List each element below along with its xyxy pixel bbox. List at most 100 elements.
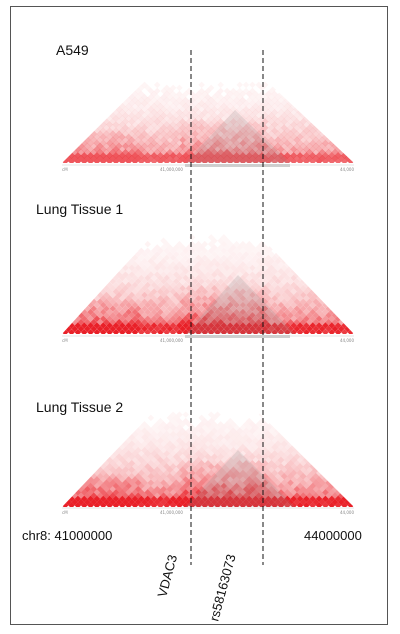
contact-cell (169, 301, 177, 309)
contact-cell (277, 482, 285, 490)
contact-cell (169, 417, 177, 425)
contact-cell (277, 450, 285, 457)
contact-cell (242, 305, 250, 312)
contact-cell (230, 434, 237, 441)
contact-cell (217, 81, 224, 89)
contact-cell (309, 476, 316, 483)
contact-cell (195, 430, 202, 438)
contact-cell (122, 118, 129, 125)
contact-cell (217, 498, 224, 506)
contact-cell (176, 261, 183, 268)
contact-cell (239, 247, 247, 255)
contact-cell (150, 430, 158, 438)
contact-cell (220, 109, 228, 116)
contact-cell (274, 106, 282, 113)
contact-cell (217, 271, 224, 278)
contact-cell (306, 136, 313, 144)
contact-cell (131, 450, 139, 457)
contact-cell (103, 325, 110, 333)
contact-cell (217, 305, 224, 312)
contact-cell (226, 274, 234, 282)
contact-cell (211, 453, 218, 461)
contact-cell (125, 139, 132, 147)
contact-cell (144, 133, 151, 141)
contact-cell (274, 124, 282, 131)
contact-cell (315, 315, 323, 322)
contact-cell (220, 456, 228, 464)
contact-cell (255, 118, 263, 125)
contact-cell (87, 139, 94, 147)
contact-cell (246, 456, 253, 464)
contact-cell (144, 502, 151, 507)
contact-cell (242, 278, 250, 285)
contact-cell (246, 96, 253, 104)
contact-cell (236, 312, 243, 319)
contact-cell (173, 472, 180, 480)
contact-cell (147, 142, 155, 150)
contact-cell (214, 127, 221, 135)
contact-cell (265, 456, 272, 464)
contact-cell (160, 298, 167, 306)
contact-cell (252, 322, 259, 329)
contact-cell (303, 482, 310, 490)
contact-cell (207, 133, 215, 141)
contact-cell (157, 103, 164, 110)
contact-cell (207, 268, 215, 275)
contact-cell (223, 136, 231, 144)
contact-cell (93, 133, 101, 141)
contact-cell (255, 427, 263, 435)
contact-cell (131, 308, 139, 316)
contact-cell (287, 472, 294, 480)
domain-bar (185, 164, 290, 167)
contact-cell (195, 288, 202, 295)
contact-cell (223, 466, 231, 473)
contact-cell (207, 281, 215, 289)
contact-cell (182, 417, 190, 425)
contact-cell (144, 127, 151, 135)
contact-cell (198, 257, 205, 265)
contact-cell (160, 421, 167, 428)
contact-cell (112, 295, 120, 302)
contact-cell (214, 443, 221, 451)
contact-cell (150, 127, 158, 135)
contact-cell (160, 106, 167, 113)
contact-cell (109, 325, 117, 333)
contact-cell (144, 424, 151, 431)
contact-cell (138, 329, 145, 334)
contact-cell (319, 149, 326, 156)
contact-cell (182, 469, 190, 477)
contact-cell (226, 145, 234, 153)
contact-cell (233, 322, 240, 329)
contact-cell (230, 99, 237, 107)
contact-cell (255, 81, 263, 89)
contact-cell (141, 298, 148, 306)
contact-cell (122, 291, 129, 299)
contact-cell (315, 308, 323, 316)
contact-cell (128, 472, 136, 480)
contact-cell (192, 112, 199, 119)
contact-cell (322, 139, 329, 147)
contact-cell (280, 271, 288, 278)
contact-cell (131, 502, 139, 507)
contact-cell (214, 463, 221, 470)
contact-cell (246, 417, 253, 425)
contact-cell (179, 318, 186, 326)
contact-cell (236, 271, 243, 278)
contact-cell (112, 127, 120, 135)
contact-cell (293, 472, 301, 480)
contact-cell (233, 103, 240, 110)
contact-cell (277, 127, 285, 135)
contact-cell (163, 443, 170, 451)
contact-cell (236, 87, 243, 95)
contact-cell (74, 329, 82, 334)
contact-cell (182, 437, 190, 444)
contact-cell (150, 315, 158, 322)
contact-cell (96, 142, 104, 150)
contact-cell (138, 301, 145, 309)
contact-cell (236, 257, 243, 265)
contact-cell (239, 288, 247, 295)
contact-cell (138, 84, 145, 92)
contact-cell (147, 427, 155, 435)
contact-cell (138, 424, 145, 431)
contact-cell (131, 463, 139, 470)
